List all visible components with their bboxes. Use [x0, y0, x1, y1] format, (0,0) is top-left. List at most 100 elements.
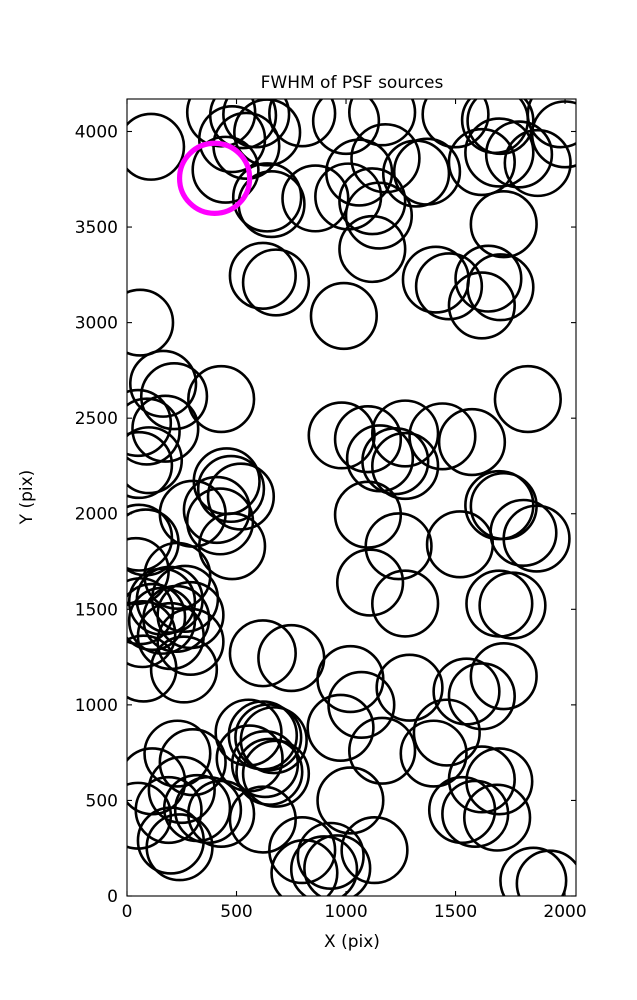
x-tick-label: 500	[220, 902, 252, 922]
psf-circle	[484, 120, 554, 189]
psf-circle	[392, 137, 462, 206]
y-tick-label: 1500	[75, 600, 118, 620]
psf-circle	[361, 427, 430, 496]
plot-title-group: FWHM of PSF sources	[261, 73, 444, 93]
psf-circle	[466, 253, 535, 322]
psf-circle	[499, 846, 568, 896]
plot-title: FWHM of PSF sources	[261, 73, 444, 93]
psf-circle	[493, 364, 562, 434]
psf-circle	[348, 716, 417, 785]
y-tick-label: 4000	[75, 122, 118, 142]
psf-circle	[425, 510, 495, 579]
y-tick-label: 2000	[75, 505, 118, 525]
y-tick-label: 2500	[75, 409, 118, 429]
x-tick-label: 1500	[434, 902, 477, 922]
psf-circle	[234, 703, 303, 772]
psf-circle	[131, 394, 200, 463]
psf-circle	[338, 167, 407, 236]
psf-circle	[399, 719, 468, 788]
psf-circle	[502, 504, 571, 573]
psf-circle	[197, 104, 267, 174]
psf-circle	[228, 619, 297, 688]
psf-circle	[289, 835, 359, 896]
psf-circle	[316, 766, 385, 835]
psf-circle	[464, 117, 535, 188]
psf-circle	[196, 454, 266, 524]
psf-circle	[127, 430, 174, 500]
y-tick-label: 3500	[75, 218, 118, 238]
psf-circle	[228, 241, 297, 310]
psf-circle	[127, 388, 173, 458]
psf-circle	[327, 670, 396, 740]
psf-circle	[197, 512, 267, 581]
y-tick-label: 500	[86, 791, 118, 811]
psf-circle	[447, 271, 516, 340]
psf-circle	[231, 162, 303, 233]
psf-circle	[348, 99, 417, 147]
psf-circle	[478, 571, 547, 640]
psf-circle	[206, 462, 276, 531]
y-axis-ticks: 0 500 1000 1500 2000 2500 3000 3500 4000	[75, 122, 576, 907]
psf-circle	[270, 838, 339, 896]
psf-circle	[447, 127, 516, 197]
psf-circle	[233, 99, 302, 167]
psf-circle	[145, 813, 214, 882]
highlighted-psf-circle	[176, 140, 253, 216]
x-tick-label: 1000	[324, 902, 367, 922]
psf-circle	[469, 190, 538, 259]
psf-circle	[156, 607, 225, 676]
psf-circle	[335, 548, 405, 617]
psf-circle	[191, 135, 260, 204]
psf-circle	[515, 849, 576, 896]
psf-circle	[454, 244, 523, 313]
psf-circle	[462, 783, 532, 852]
psf-circle	[222, 99, 291, 149]
psf-circle	[128, 349, 198, 418]
psf-circle	[149, 635, 219, 704]
psf-circle	[127, 112, 186, 181]
psf-circle	[364, 512, 433, 581]
x-axis-ticks: 0 500 1000 1500 2000	[122, 99, 587, 922]
psf-circle	[371, 569, 440, 638]
psf-circle	[344, 181, 414, 250]
psf-circle	[441, 779, 510, 848]
psf-circle	[228, 785, 297, 854]
psf-circle	[375, 653, 444, 722]
psf-circle	[241, 248, 311, 317]
y-tick-label: 0	[107, 887, 118, 907]
psf-circle	[414, 252, 484, 321]
psf-circle	[408, 402, 477, 471]
psf-circle	[466, 99, 535, 156]
psf-circle	[127, 503, 174, 572]
psf-circle	[338, 214, 407, 284]
psf-circle	[340, 815, 409, 885]
psf-circle	[303, 834, 372, 896]
psf-circle	[230, 729, 300, 799]
axes-frame	[126, 98, 577, 897]
x-tick-label: 0	[122, 902, 133, 922]
psf-circle	[147, 755, 216, 825]
psf-circle	[421, 99, 490, 149]
x-axis-label: X (pix)	[324, 932, 380, 952]
x-tick-label: 2000	[543, 902, 586, 922]
psf-circle	[156, 580, 225, 650]
psf-circle	[296, 821, 365, 891]
psf-circle	[526, 99, 576, 149]
psf-circle	[281, 164, 350, 233]
psf-source-circles	[127, 99, 576, 896]
psf-circle	[136, 806, 205, 875]
psf-circle	[371, 399, 440, 468]
psf-circle	[371, 431, 440, 501]
psf-circle	[447, 662, 516, 731]
psf-circle	[187, 364, 256, 434]
psf-circle	[139, 362, 209, 431]
psf-circle	[127, 397, 181, 466]
psf-circle	[306, 693, 375, 762]
psf-circle	[268, 815, 337, 885]
psf-circle	[503, 128, 572, 198]
psf-circle	[127, 288, 175, 357]
psf-circle	[143, 719, 212, 788]
psf-circle	[127, 600, 177, 669]
psf-circle	[412, 698, 481, 767]
